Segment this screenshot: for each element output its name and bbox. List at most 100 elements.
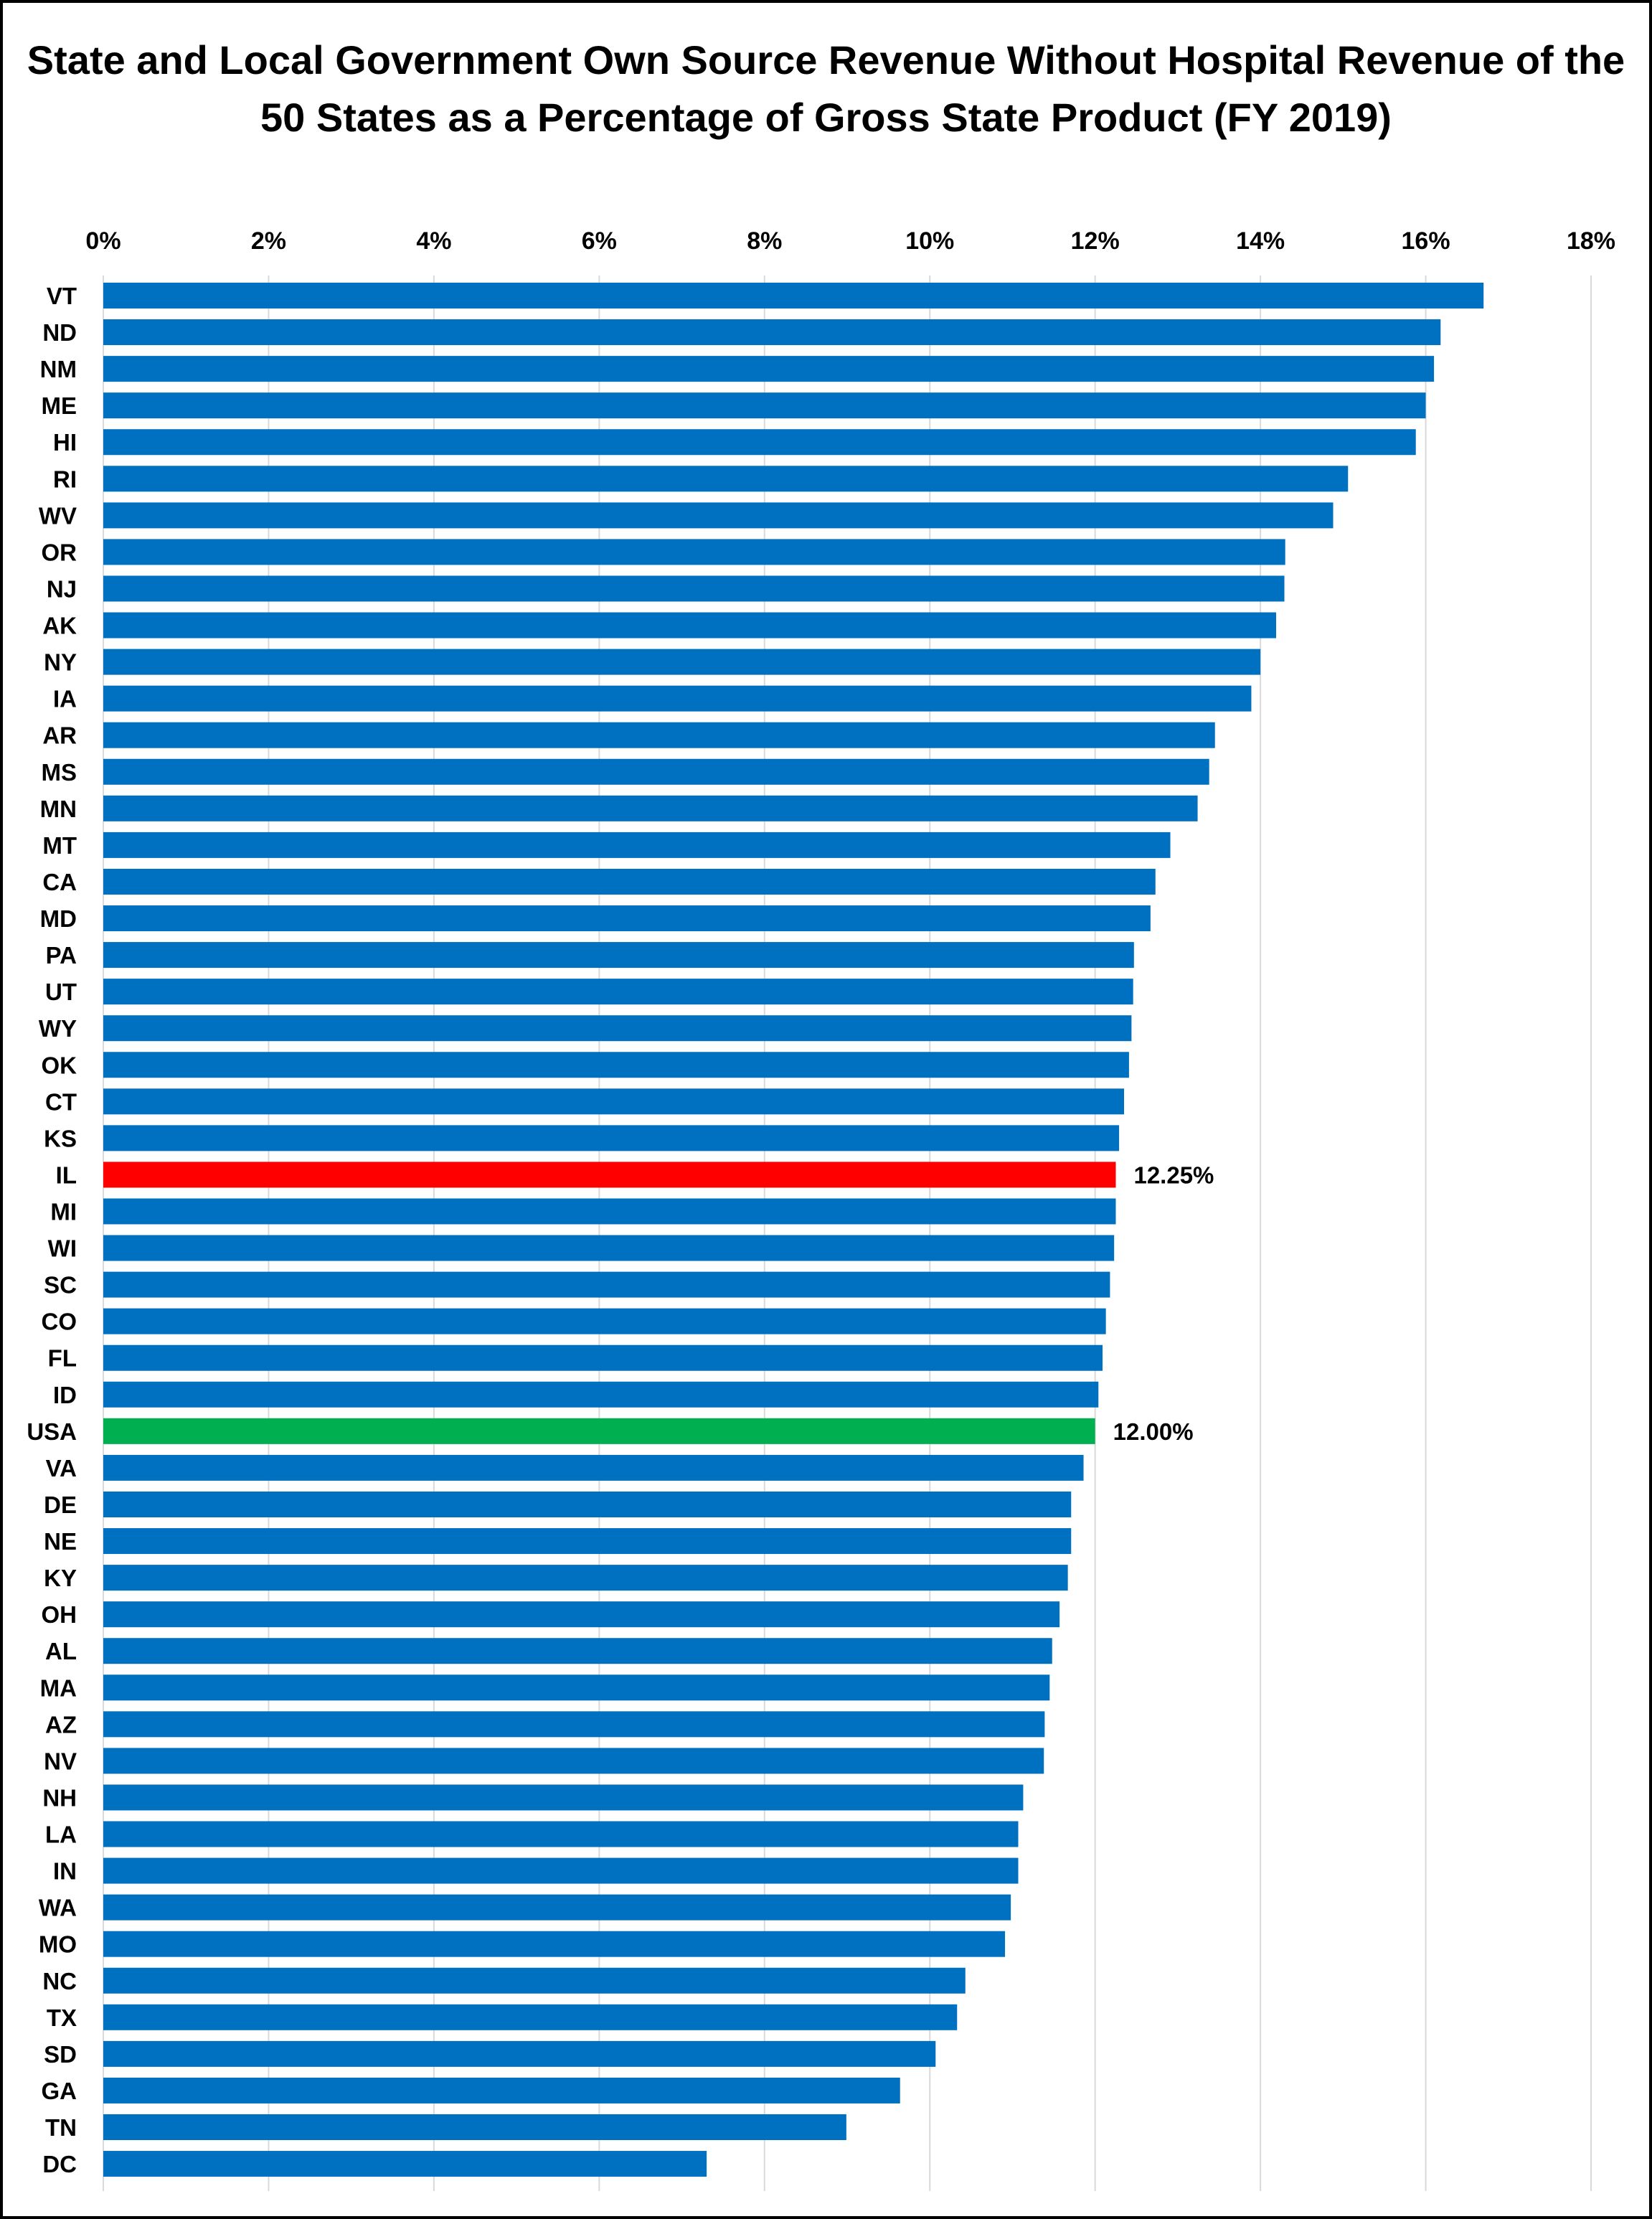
category-label: VA [46,1455,77,1481]
bar [103,1491,1072,1517]
category-label: WV [39,502,77,529]
category-label: DE [44,1492,77,1518]
bar [103,392,1426,419]
bar [103,612,1277,639]
x-tick-label: 10% [905,227,954,255]
category-label: PA [46,942,77,969]
category-label: ND [42,319,77,346]
category-label: MO [39,1931,77,1958]
x-axis-ticks: 0% 2% 4% 6% 8% 10% 12% 14% 16% 18% [85,227,1615,255]
x-tick-label: 2% [251,227,286,255]
bar [103,1674,1050,1701]
category-label: IN [53,1858,77,1885]
bar [103,1308,1106,1334]
category-label: HI [53,429,77,456]
category-label: CO [42,1309,77,1335]
bar [103,905,1151,932]
x-tick-label: 14% [1236,227,1285,255]
category-label: TN [45,2114,77,2141]
bar [103,1931,1006,1957]
bar [103,1528,1072,1555]
chart-title: State and Local Government Own Source Re… [27,37,1625,140]
category-label: KS [44,1125,77,1151]
bar [103,1454,1084,1481]
bar [103,1088,1124,1115]
bar [103,429,1416,456]
data-labels: 12.25% 12.00% [1113,1162,1214,1444]
bar [103,649,1261,675]
category-label: OH [42,1601,77,1628]
category-label: NV [44,1748,77,1774]
category-label: VT [47,283,77,309]
category-label: NC [42,1968,77,1994]
bar [103,1381,1099,1408]
bar [103,831,1171,858]
bar [103,1894,1011,1921]
bar [103,979,1133,1005]
bar [103,1271,1110,1298]
category-label: LA [45,1822,77,1848]
category-label: RI [53,466,77,492]
category-label: CA [42,869,77,895]
bar [103,1052,1129,1078]
category-label: IL [56,1162,77,1188]
category-label: WI [48,1235,77,1262]
x-tick-label: 4% [416,227,451,255]
bar [103,1125,1120,1151]
category-label: SD [44,2041,77,2068]
category-label: AL [45,1638,77,1664]
category-label: WY [39,1015,77,1042]
bar [103,685,1252,712]
bar [103,502,1334,529]
category-label: NM [40,356,77,382]
category-label: WA [39,1895,77,1921]
bar [103,1638,1052,1664]
bar [103,319,1441,346]
category-label: MA [40,1674,77,1701]
bar-chart: 0% 2% 4% 6% 8% 10% 12% 14% 16% 18% VT ND NM ME HI RI WV… [27,227,1615,2191]
bar [103,1162,1116,1188]
category-label: NH [42,1784,77,1811]
bar [103,1711,1045,1738]
bar [103,1857,1019,1884]
bar [103,356,1435,382]
category-label: OK [42,1052,77,1078]
bar [103,1565,1068,1591]
category-label: NE [44,1528,77,1555]
category-label: ME [42,392,77,419]
bar [103,2040,936,2067]
x-tick-label: 6% [582,227,617,255]
bar [103,1601,1060,1628]
bar [103,1198,1116,1225]
data-label: 12.25% [1133,1162,1214,1188]
bar [103,539,1285,565]
bar [103,795,1198,821]
category-label: MT [42,832,77,859]
bar [103,1235,1115,1261]
bar [103,1784,1024,1811]
category-label: TX [47,2004,77,2031]
bar [103,283,1484,308]
category-label: NJ [47,575,77,602]
bar [103,2114,846,2140]
category-label: MI [50,1199,77,1225]
category-label: SC [44,1272,77,1299]
category-label: ID [53,1382,77,1408]
bar [103,466,1349,492]
bar [103,1967,966,1994]
x-tick-label: 12% [1071,227,1120,255]
bar [103,2151,707,2177]
category-label: MN [40,796,77,822]
bars [103,283,1484,2177]
bar [103,722,1215,748]
bar [103,1748,1044,1774]
x-tick-label: 0% [85,227,121,255]
category-label: IA [53,686,77,712]
category-label: OR [42,539,77,565]
bar [103,2077,900,2103]
y-axis-categories: VT ND NM ME HI RI WV OR NJ AK NY IA AR MS MN MT CA MD PA UT… [27,283,77,2177]
bar [103,2004,958,2030]
category-label: AR [42,722,77,749]
category-label: DC [42,2151,77,2177]
